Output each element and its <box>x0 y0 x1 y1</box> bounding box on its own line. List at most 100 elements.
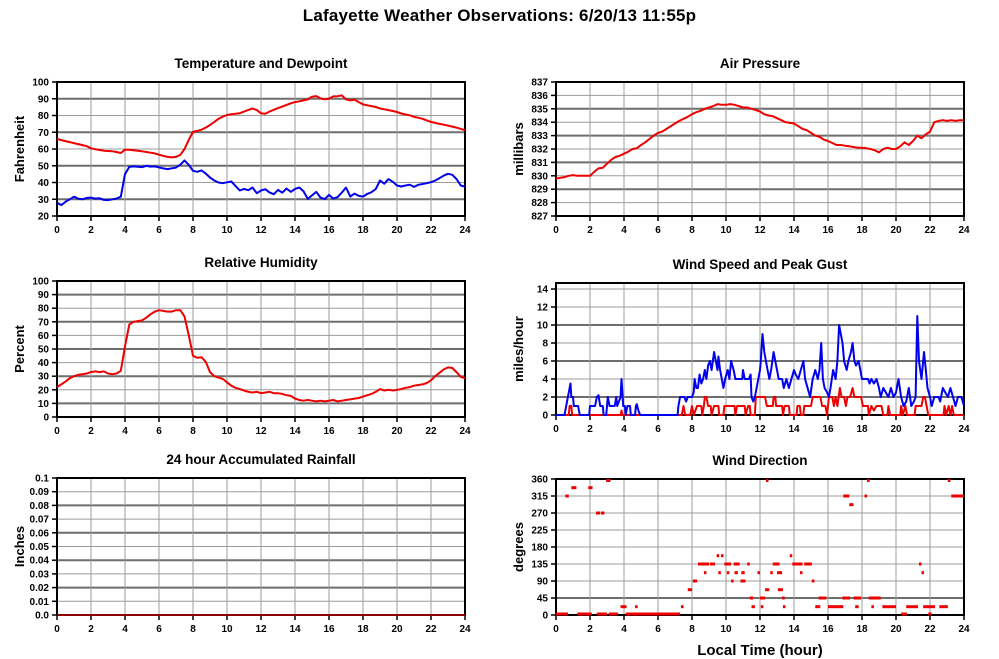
svg-text:0.08: 0.08 <box>30 501 50 512</box>
svg-text:90: 90 <box>537 577 549 588</box>
svg-text:835: 835 <box>531 104 548 115</box>
y-axis-unit-label: Inches <box>12 526 27 567</box>
svg-text:6: 6 <box>156 426 162 437</box>
svg-text:8: 8 <box>542 339 548 350</box>
svg-text:24: 24 <box>459 225 471 236</box>
svg-text:10: 10 <box>720 225 732 236</box>
svg-text:8: 8 <box>689 624 695 635</box>
chart-air-pressure: Air Pressure millibars 827 828 829 830 831 832 8… <box>507 54 974 264</box>
svg-text:360: 360 <box>531 475 548 486</box>
svg-text:0.04: 0.04 <box>30 556 50 567</box>
svg-text:0.1: 0.1 <box>35 474 49 485</box>
svg-text:60: 60 <box>38 145 50 156</box>
svg-text:24: 24 <box>459 624 471 635</box>
svg-text:830: 830 <box>531 171 548 182</box>
svg-text:2: 2 <box>88 225 94 236</box>
svg-text:24: 24 <box>459 426 471 437</box>
svg-text:20: 20 <box>890 225 902 236</box>
svg-text:6: 6 <box>542 357 548 368</box>
svg-text:18: 18 <box>357 426 369 437</box>
svg-text:14: 14 <box>289 624 301 635</box>
svg-text:2: 2 <box>88 426 94 437</box>
svg-text:135: 135 <box>531 560 548 571</box>
svg-text:829: 829 <box>531 185 548 196</box>
svg-text:8: 8 <box>689 424 695 435</box>
gridlines <box>57 82 465 216</box>
y-tick-labels: 0 2 4 6 8 10 12 14 <box>537 285 555 422</box>
svg-text:4: 4 <box>122 225 128 236</box>
svg-text:833: 833 <box>531 131 548 142</box>
svg-text:0: 0 <box>553 424 559 435</box>
svg-text:50: 50 <box>38 161 50 172</box>
svg-text:6: 6 <box>655 424 661 435</box>
svg-text:4: 4 <box>122 426 128 437</box>
x-axis-label: Local Time (hour) <box>697 642 823 659</box>
svg-text:20: 20 <box>890 424 902 435</box>
svg-text:16: 16 <box>323 624 335 635</box>
svg-text:14: 14 <box>289 426 301 437</box>
svg-text:10: 10 <box>38 399 50 410</box>
svg-text:16: 16 <box>822 225 834 236</box>
svg-text:22: 22 <box>425 225 437 236</box>
svg-text:10: 10 <box>221 426 233 437</box>
svg-text:16: 16 <box>323 426 335 437</box>
plot-border <box>56 280 466 418</box>
svg-text:0: 0 <box>542 611 548 622</box>
svg-text:0: 0 <box>43 413 49 424</box>
y-axis-unit-label: miles/hour <box>511 316 526 382</box>
wind-direction-dashes <box>556 479 964 616</box>
svg-text:18: 18 <box>357 624 369 635</box>
svg-text:10: 10 <box>720 424 732 435</box>
svg-text:20: 20 <box>890 624 902 635</box>
y-axis-unit-label: Fahrenheit <box>12 115 27 182</box>
y-axis-unit-label: Percent <box>12 324 27 372</box>
svg-text:4: 4 <box>122 624 128 635</box>
svg-text:225: 225 <box>531 526 548 537</box>
y-axis-unit-label: millibars <box>511 122 526 175</box>
svg-text:831: 831 <box>531 158 548 169</box>
svg-text:20: 20 <box>391 624 403 635</box>
svg-text:20: 20 <box>391 225 403 236</box>
y-axis-unit-label: degrees <box>511 522 526 572</box>
svg-text:0: 0 <box>553 225 559 236</box>
svg-text:2: 2 <box>587 225 593 236</box>
series-wind-speed <box>556 387 964 416</box>
chart-wind-speed-peak-gust: Wind Speed and Peak Gust miles/hour 0 2 4 6 8 1… <box>507 255 974 465</box>
svg-text:20: 20 <box>391 426 403 437</box>
svg-text:22: 22 <box>425 624 437 635</box>
svg-text:8: 8 <box>190 225 196 236</box>
svg-text:22: 22 <box>425 426 437 437</box>
chart-canvas: Wind Directiondegrees0459013518022527031… <box>511 453 970 659</box>
chart-relative-humidity: Relative Humidity Percent 0 10 20 30 40 50 60 70 8… <box>8 253 475 463</box>
svg-text:832: 832 <box>531 145 548 156</box>
plot-border <box>56 81 466 217</box>
x-tick-labels: 0 2 4 6 8 10 12 14 16 18 20 22 24 <box>54 217 471 236</box>
svg-text:22: 22 <box>924 225 936 236</box>
svg-text:6: 6 <box>156 624 162 635</box>
x-tick-labels: 0 2 4 6 8 10 12 14 16 18 20 22 24 <box>54 616 471 635</box>
svg-text:8: 8 <box>190 426 196 437</box>
gridlines <box>556 283 964 415</box>
svg-text:90: 90 <box>38 94 50 105</box>
page-title: Lafayette Weather Observations: 6/20/13 … <box>302 6 697 25</box>
svg-text:60: 60 <box>38 331 50 342</box>
svg-text:80: 80 <box>38 111 50 122</box>
chart-wind-direction: Wind Direction degrees 0 45 90 135 180 225 270 31… <box>507 451 974 659</box>
y-tick-labels: 0 45 90 135 180 225 270 315 360 <box>531 475 555 622</box>
svg-text:24: 24 <box>958 225 970 236</box>
svg-text:2: 2 <box>542 393 548 404</box>
chart-canvas: Wind Speed and Peak Gustmiles/hour024681… <box>511 257 970 435</box>
gridlines <box>556 82 964 216</box>
chart-title: Wind Speed and Peak Gust <box>673 257 848 272</box>
chart-title: Air Pressure <box>720 56 801 71</box>
svg-text:4: 4 <box>621 225 627 236</box>
svg-text:0.0: 0.0 <box>35 611 49 622</box>
series-dewpoint <box>56 159 466 207</box>
svg-text:2: 2 <box>587 424 593 435</box>
svg-text:12: 12 <box>255 426 267 437</box>
svg-text:18: 18 <box>856 624 868 635</box>
svg-text:12: 12 <box>754 424 766 435</box>
svg-text:45: 45 <box>537 594 549 605</box>
chart-temperature-dewpoint: Temperature and Dewpoint Fahrenheit 20 30 40… <box>8 54 475 264</box>
